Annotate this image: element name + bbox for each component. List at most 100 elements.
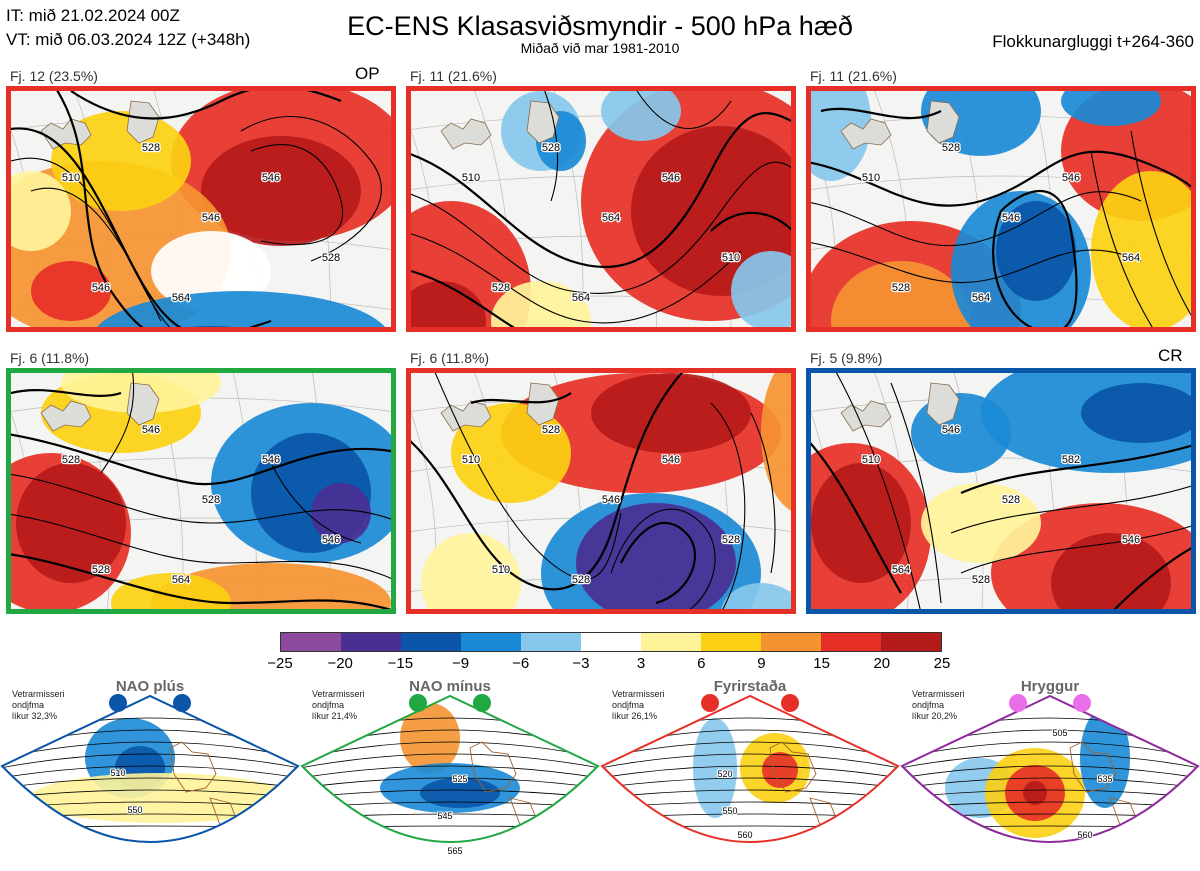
height-contour (411, 161, 791, 294)
anomaly-map: 510 528 546 528 546 546 564 (11, 91, 391, 327)
contour-label: 510 (462, 454, 480, 466)
anomaly-region (831, 261, 971, 327)
coastline (440, 400, 492, 432)
anomaly-region (911, 393, 1011, 473)
regime-ridge: Hryggur Vetrarmisseri ondjfma líkur 20,2% … (900, 678, 1200, 871)
anomaly-map: 510 546 528 546 564 582 528 (811, 373, 1191, 609)
height-contour (270, 462, 362, 544)
contour-label: 546 (262, 172, 280, 184)
height-contour (250, 144, 344, 246)
regime-contour (302, 765, 598, 779)
regime-contour (902, 741, 1198, 759)
cluster-map-5: 510 528 546 528 510 546 528 (406, 368, 796, 614)
regime-border (0, 694, 300, 843)
regime-anomaly (420, 778, 500, 808)
cluster-map-6: 510 546 528 546 564 582 528 (806, 368, 1196, 614)
cluster-map-2: 510 528 564 510 528 546 564 (406, 86, 796, 332)
height-contour (811, 150, 1191, 207)
colorbar-swatch (461, 633, 521, 651)
contour-label: 510 (862, 172, 880, 184)
contour-label: 546 (262, 454, 280, 466)
initial-time: IT: mið 21.02.2024 00Z (6, 6, 180, 25)
anomaly-region (811, 91, 871, 181)
height-contour (811, 442, 902, 594)
regime-dot (1073, 694, 1091, 712)
height-contour (1113, 547, 1191, 609)
regime-contour (2, 789, 298, 799)
cluster-map-4: 528 546 528 546 528 546 564 (6, 368, 396, 614)
regime-anomaly (400, 703, 460, 773)
regime-dot (473, 694, 491, 712)
regime-contour (2, 741, 298, 759)
regime-contour (302, 753, 598, 769)
anomaly-region (491, 281, 591, 327)
colorbar-tick-label: 9 (757, 655, 766, 672)
colorbar-swatch (581, 633, 641, 651)
anomaly-region (591, 373, 751, 453)
colorbar-tick-label: 25 (933, 655, 951, 672)
regime-dot (701, 694, 719, 712)
regime-contour-label: 550 (127, 805, 142, 815)
coastline (526, 382, 560, 426)
anomaly-region (16, 463, 126, 583)
height-contour (470, 392, 572, 405)
contour-label: 528 (972, 574, 990, 586)
page-title: EC-ENS Klasasviðsmyndir - 500 hPa hæð (347, 11, 853, 41)
anomaly-region (31, 261, 111, 321)
regime-contour-label: 565 (447, 846, 462, 856)
regime-nao-plus: NAO plús Vetrarmisseri ondjfma líkur 32,3%… (0, 678, 300, 871)
contour-label: 528 (142, 142, 160, 154)
anomaly-colorbar (280, 632, 942, 652)
colorbar-swatch (821, 633, 881, 651)
regime-border (300, 694, 600, 843)
contour-label: 528 (942, 142, 960, 154)
height-contour (811, 242, 1142, 284)
contour-label: 546 (92, 282, 110, 294)
colorbar-swatch (281, 633, 341, 651)
anomaly-region (1061, 91, 1161, 126)
cluster-map-3: 510 528 546 564 528 546 564 (806, 86, 1196, 332)
anomaly-region (11, 171, 71, 251)
regime-contour (902, 789, 1198, 799)
anomaly-region (996, 201, 1076, 301)
classification-window: Flokkunargluggi t+264-360 (992, 32, 1194, 51)
contour-label: 564 (972, 292, 990, 304)
height-contour (811, 191, 1142, 247)
colorbar-swatch (761, 633, 821, 651)
anomaly-region (421, 533, 521, 609)
regime-contour-label: 545 (437, 811, 452, 821)
regime-anomaly (1080, 708, 1130, 808)
contour-label: 510 (462, 172, 480, 184)
colorbar-swatch (701, 633, 761, 651)
height-contour (11, 473, 391, 524)
height-contour (240, 116, 382, 262)
contour-label: 546 (662, 172, 680, 184)
contour-label: 528 (572, 574, 590, 586)
regime-name: NAO mínus (409, 678, 491, 695)
regime-contour (602, 789, 898, 799)
regime-anomaly (30, 773, 290, 823)
contour-label: 528 (1002, 494, 1020, 506)
regime-contour-label: 525 (452, 774, 467, 784)
regime-nao-minus: NAO mínus Vetrarmisseri ondjfma líkur 21,4… (300, 678, 600, 871)
regime-contour (2, 753, 298, 769)
anomaly-region (631, 126, 791, 296)
regime-map: 520 550 560 (600, 694, 900, 843)
panel-6-label: Fj. 5 (9.8%) (810, 350, 883, 366)
regime-contour-label: 560 (1077, 830, 1092, 840)
regime-note: Vetrarmisseri ondjfma líkur 32,3% (12, 689, 65, 721)
height-contour (620, 522, 696, 605)
regime-contour-label: 550 (722, 806, 737, 816)
anomaly-region (761, 373, 791, 511)
contour-label: 546 (322, 534, 340, 546)
height-contour (610, 508, 716, 609)
regime-dot (781, 694, 799, 712)
regime-note: Vetrarmisseri ondjfma líkur 20,2% (912, 689, 965, 721)
contour-label: 546 (662, 454, 680, 466)
regime-note: Vetrarmisseri ondjfma líkur 21,4% (312, 689, 365, 721)
contour-label: 528 (722, 534, 740, 546)
height-contour (1130, 130, 1191, 316)
anomaly-region (731, 251, 791, 327)
height-contour (11, 389, 122, 397)
contour-label: 528 (202, 494, 220, 506)
